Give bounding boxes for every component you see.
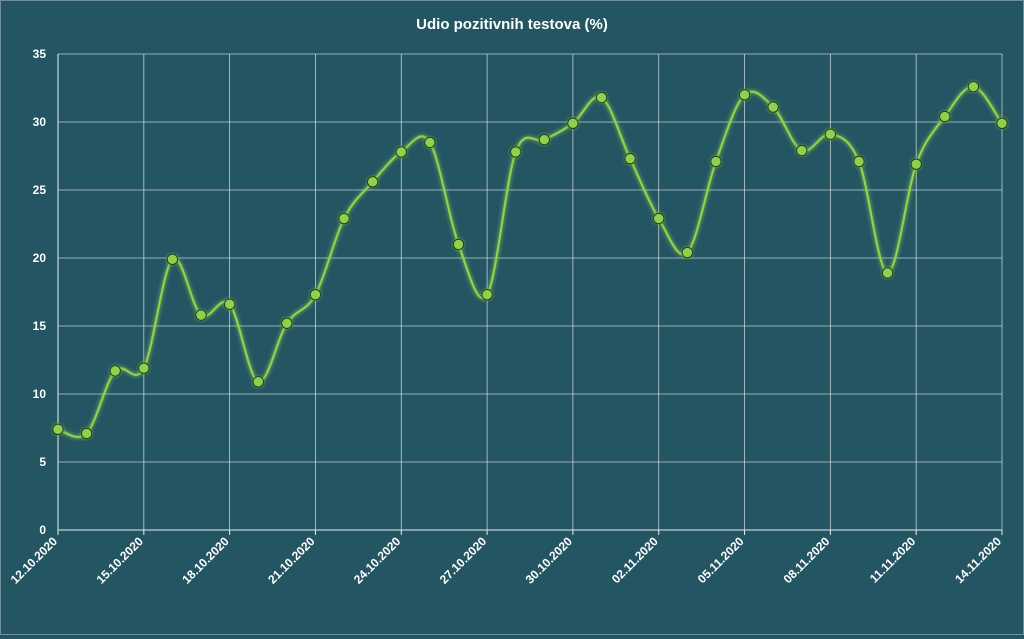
y-tick-label: 35 xyxy=(33,47,47,61)
data-point-05.11.2020[interactable] xyxy=(738,89,751,101)
data-point-25.10.2020[interactable] xyxy=(424,136,436,149)
x-tick-label: 21.10.2020 xyxy=(265,534,318,587)
data-point-23.10.2020[interactable] xyxy=(366,176,379,188)
y-axis-ticks: 0 5 10 15 20 25 30 35 xyxy=(33,47,47,537)
data-point-30.10.2020[interactable] xyxy=(567,117,579,130)
data-points xyxy=(52,80,1008,440)
x-tick-label: 05.11.2020 xyxy=(695,534,747,586)
x-tick-label: 27.10.2020 xyxy=(437,534,490,587)
x-tick-label: 15.10.2020 xyxy=(94,534,147,587)
data-point-21.10.2020[interactable] xyxy=(309,289,322,301)
data-point-12.11.2020[interactable] xyxy=(939,110,951,123)
x-tick-label: 24.10.2020 xyxy=(351,534,404,587)
data-point-13.10.2020[interactable] xyxy=(80,427,93,440)
data-point-02.11.2020[interactable] xyxy=(653,212,665,225)
data-point-08.11.2020[interactable] xyxy=(824,128,837,140)
y-tick-label: 30 xyxy=(33,115,47,129)
data-point-09.11.2020[interactable] xyxy=(853,155,865,168)
y-tick-label: 15 xyxy=(33,319,47,333)
series-line xyxy=(57,85,1003,439)
data-point-07.11.2020[interactable] xyxy=(796,144,808,157)
y-tick-label: 20 xyxy=(33,251,47,265)
data-point-14.10.2020[interactable] xyxy=(109,365,121,377)
data-point-20.10.2020[interactable] xyxy=(281,317,293,329)
data-point-28.10.2020[interactable] xyxy=(509,146,522,158)
x-tick-label: 18.10.2020 xyxy=(179,534,232,587)
data-point-22.10.2020[interactable] xyxy=(338,212,350,225)
series xyxy=(57,85,1003,439)
y-tick-label: 25 xyxy=(33,183,47,197)
data-point-01.11.2020[interactable] xyxy=(624,153,636,165)
data-point-19.10.2020[interactable] xyxy=(252,376,264,388)
data-point-11.11.2020[interactable] xyxy=(910,158,922,170)
data-point-13.11.2020[interactable] xyxy=(967,80,980,93)
grid-lines xyxy=(57,53,1003,531)
data-point-03.11.2020[interactable] xyxy=(681,246,694,259)
data-point-24.10.2020[interactable] xyxy=(395,146,407,158)
data-point-15.10.2020[interactable] xyxy=(138,362,150,374)
axes xyxy=(57,54,1003,535)
y-tick-label: 5 xyxy=(39,455,46,469)
x-tick-label: 08.11.2020 xyxy=(781,534,833,586)
x-tick-label: 02.11.2020 xyxy=(609,534,661,586)
data-point-17.10.2020[interactable] xyxy=(195,309,207,321)
data-point-31.10.2020[interactable] xyxy=(595,91,608,104)
data-point-04.11.2020[interactable] xyxy=(710,155,722,168)
data-point-26.10.2020[interactable] xyxy=(452,238,465,251)
data-point-06.11.2020[interactable] xyxy=(767,101,779,113)
data-point-27.10.2020[interactable] xyxy=(481,289,493,301)
x-tick-label: 14.11.2020 xyxy=(952,534,1004,586)
x-axis-ticks: 12.10.2020 15.10.2020 18.10.2020 21.10.2020… xyxy=(8,534,1005,587)
data-point-14.11.2020[interactable] xyxy=(996,117,1008,130)
data-point-18.10.2020[interactable] xyxy=(223,298,236,310)
y-tick-label: 10 xyxy=(33,387,47,401)
data-point-10.11.2020[interactable] xyxy=(881,267,894,279)
data-point-29.10.2020[interactable] xyxy=(538,133,551,146)
chart-title: Udio pozitivnih testova (%) xyxy=(416,16,608,33)
x-tick-label: 12.10.2020 xyxy=(8,534,61,587)
x-tick-label: 30.10.2020 xyxy=(523,534,576,587)
x-tick-label: 11.11.2020 xyxy=(867,534,919,586)
y-tick-label: 0 xyxy=(39,523,46,537)
data-point-16.10.2020[interactable] xyxy=(166,253,179,266)
data-point-12.10.2020[interactable] xyxy=(52,423,64,436)
